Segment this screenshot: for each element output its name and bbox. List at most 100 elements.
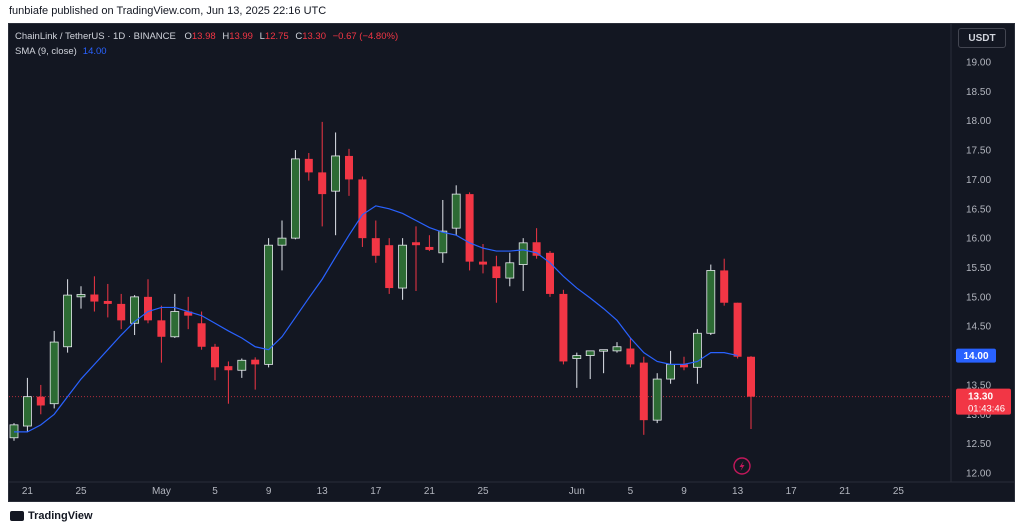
candle-body[interactable]: [264, 244, 274, 365]
candle-body[interactable]: [585, 350, 595, 356]
symbol-title[interactable]: ChainLink / TetherUS · 1D · BINANCE: [15, 31, 176, 42]
candle-body[interactable]: [639, 362, 648, 421]
sma-label: SMA (9, close): [15, 46, 77, 57]
candle-body[interactable]: [224, 366, 233, 371]
sma-price-tag: [956, 348, 996, 363]
candle-body[interactable]: [371, 238, 380, 256]
low-label: L: [259, 31, 265, 42]
candle-body[interactable]: [532, 242, 541, 256]
candle-body[interactable]: [76, 294, 86, 298]
candle-body[interactable]: [747, 356, 755, 397]
candle-body[interactable]: [290, 158, 300, 239]
candle-body[interactable]: [90, 294, 99, 302]
candle-body[interactable]: [63, 294, 72, 348]
candle-body[interactable]: [237, 359, 247, 371]
y-tick-label: 13.00: [966, 410, 991, 421]
x-tick-label: 21: [839, 486, 851, 497]
candle-body[interactable]: [144, 296, 152, 321]
candle-body[interactable]: [626, 348, 635, 365]
currency-button[interactable]: USDT: [958, 28, 1006, 48]
candle-body[interactable]: [572, 355, 582, 359]
candle-body[interactable]: [197, 323, 206, 347]
y-tick-label: 15.50: [966, 263, 991, 274]
candle-body[interactable]: [425, 246, 434, 250]
high-value: 13.99: [229, 31, 253, 42]
close-label: C: [295, 31, 303, 42]
candle-body[interactable]: [49, 341, 59, 405]
open-label: O: [184, 31, 192, 42]
candle-body[interactable]: [398, 244, 408, 289]
candle-body[interactable]: [130, 296, 140, 324]
y-tick-label: 12.50: [966, 439, 991, 450]
candle-body[interactable]: [465, 194, 474, 262]
x-tick-label: 13: [317, 486, 329, 497]
candle-body[interactable]: [706, 270, 716, 334]
x-tick-label: 5: [212, 486, 218, 497]
candle-body[interactable]: [720, 270, 729, 303]
ohlc-legend: ChainLink / TetherUS · 1D · BINANCE O 13.…: [15, 31, 398, 42]
countdown-label: 01:43:46: [968, 404, 1005, 415]
x-tick-label: 25: [477, 486, 489, 497]
x-tick-label: Jun: [569, 486, 585, 497]
y-tick-label: 17.50: [966, 146, 991, 157]
candle-body[interactable]: [438, 230, 448, 254]
candle-body[interactable]: [117, 303, 126, 321]
x-tick-label: 13: [732, 486, 744, 497]
candle-body[interactable]: [157, 320, 166, 337]
candle-body[interactable]: [331, 155, 341, 192]
y-tick-label: 14.50: [966, 322, 991, 333]
candle-body[interactable]: [22, 396, 32, 427]
candle-body[interactable]: [666, 363, 675, 380]
sma-line[interactable]: [14, 205, 738, 433]
candle-body[interactable]: [184, 311, 193, 316]
candle-body[interactable]: [412, 242, 420, 246]
x-tick-label: 25: [75, 486, 87, 497]
candle-body[interactable]: [358, 179, 367, 239]
candle-body[interactable]: [559, 293, 568, 362]
tradingview-logo-icon: [10, 511, 24, 522]
tradingview-logo[interactable]: TradingView: [10, 510, 93, 522]
y-tick-label: 19.00: [966, 58, 991, 69]
y-tick-label: 18.50: [966, 87, 991, 98]
candle-body[interactable]: [251, 359, 260, 365]
candle-body[interactable]: [693, 332, 702, 368]
candle-body[interactable]: [211, 346, 219, 368]
candle-body[interactable]: [277, 237, 287, 246]
candle-body[interactable]: [680, 364, 688, 368]
x-tick-label: 17: [786, 486, 798, 497]
candle-body[interactable]: [103, 300, 112, 304]
candle-body[interactable]: [518, 242, 528, 265]
lightning-icon[interactable]: [739, 461, 745, 471]
candle-body[interactable]: [492, 266, 501, 279]
y-tick-label: 13.50: [966, 380, 991, 391]
y-tick-label: 12.00: [966, 469, 991, 480]
close-value: 13.30: [302, 31, 326, 42]
candle-body[interactable]: [599, 349, 608, 352]
candle-body[interactable]: [36, 396, 45, 406]
high-label: H: [222, 31, 230, 42]
candle-body[interactable]: [170, 311, 180, 338]
candle-body[interactable]: [733, 302, 742, 357]
low-value: 12.75: [264, 31, 289, 42]
candle-body[interactable]: [318, 172, 327, 195]
candle-body[interactable]: [451, 193, 461, 229]
sma-legend[interactable]: SMA (9, close) 14.00: [15, 46, 107, 57]
candle-body[interactable]: [345, 155, 353, 180]
candle-body[interactable]: [385, 245, 394, 289]
candle-body[interactable]: [479, 261, 487, 265]
candle-body[interactable]: [304, 158, 313, 173]
y-tick-label: 18.00: [966, 116, 991, 127]
candle-body[interactable]: [652, 378, 662, 421]
x-tick-label: 21: [22, 486, 34, 497]
change-value: −0.67 (−4.80%): [332, 31, 399, 42]
lightning-icon-ring[interactable]: [733, 457, 751, 475]
candle-body[interactable]: [505, 262, 515, 279]
candle-body[interactable]: [546, 252, 554, 294]
candle-body[interactable]: [612, 346, 622, 352]
y-tick-label: 15.00: [966, 292, 991, 303]
sma-price-label: 14.00: [963, 351, 988, 362]
x-tick-label: 25: [893, 486, 905, 497]
last-price-label: 13.30: [968, 392, 993, 403]
x-tick-label: 21: [424, 486, 436, 497]
